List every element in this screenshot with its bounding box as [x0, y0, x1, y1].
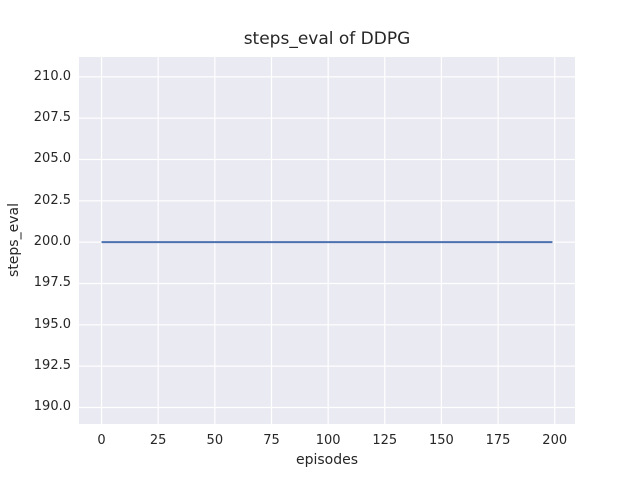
y-tick-label: 195.0	[33, 316, 71, 332]
x-tick-label: 150	[429, 433, 454, 448]
y-tick-label: 207.5	[33, 110, 71, 126]
x-tick-label: 200	[542, 433, 568, 448]
plot-canvas	[79, 57, 575, 424]
y-tick-label: 205.0	[33, 151, 71, 167]
x-tick-label: 0	[97, 433, 106, 448]
chart-title: steps_eval of DDPG	[243, 29, 411, 49]
y-tick-label: 192.5	[33, 358, 71, 374]
x-axis-label: episodes	[295, 452, 359, 468]
y-tick-label: 197.5	[33, 275, 71, 291]
x-tick-label: 125	[372, 433, 398, 448]
y-tick-label: 190.0	[33, 399, 71, 415]
y-tick-label: 200.0	[33, 234, 71, 250]
x-tick-label: 175	[485, 433, 511, 448]
plot-area	[79, 57, 575, 424]
x-tick-label: 75	[263, 433, 280, 448]
y-tick-label: 202.5	[33, 192, 71, 208]
x-tick-label: 50	[206, 433, 224, 448]
x-tick-label: 100	[315, 433, 341, 448]
x-tick-label: 25	[149, 433, 167, 448]
y-tick-label: 210.0	[33, 68, 71, 84]
